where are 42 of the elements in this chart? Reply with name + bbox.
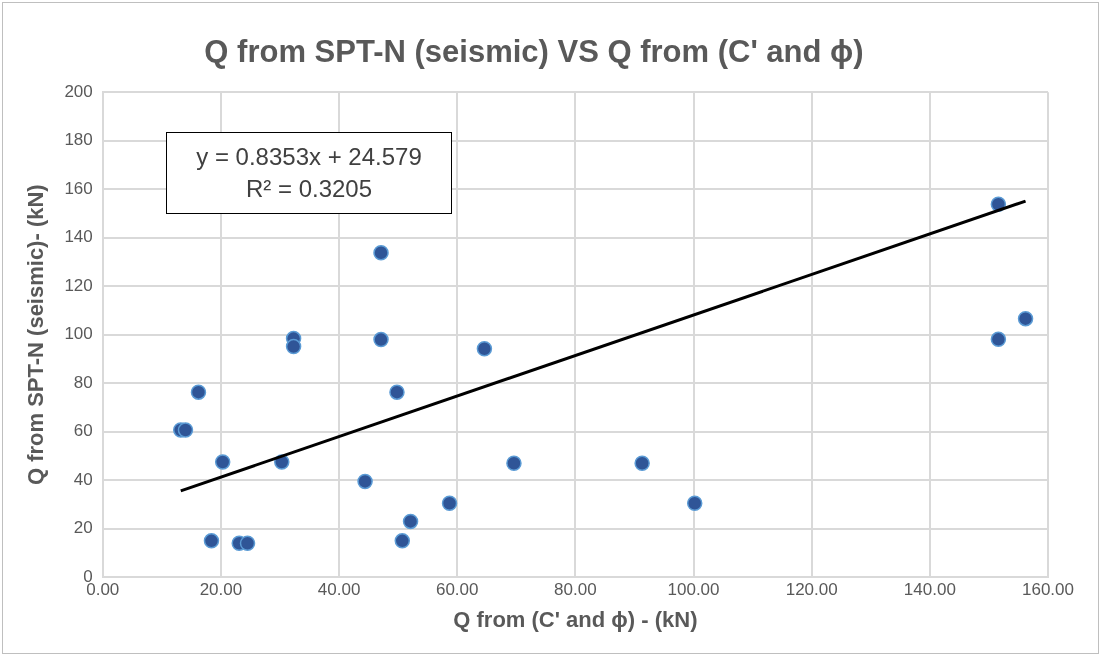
y-tick-label: 140 (64, 227, 93, 247)
point (634, 455, 650, 471)
point (203, 533, 220, 549)
point (476, 341, 493, 357)
point (373, 331, 389, 348)
y-tick-label: 180 (64, 130, 93, 150)
point (394, 533, 411, 549)
point (441, 495, 458, 511)
x-tick-label: 100.00 (667, 580, 720, 600)
x-tick-label: 40.00 (317, 580, 361, 600)
point (357, 473, 373, 490)
point (506, 455, 522, 471)
point (177, 422, 194, 438)
point (214, 454, 231, 470)
y-tick-label: 100 (64, 324, 93, 344)
point (1017, 310, 1034, 327)
y-tick-label: 40 (73, 469, 93, 489)
y-tick-label: 160 (64, 178, 93, 198)
y-tick-label: 20 (73, 518, 93, 538)
y-tick-label: 200 (64, 81, 93, 101)
y-tick-label: 80 (73, 372, 93, 392)
annotation: y = 0.8353x + 24.579 (195, 142, 423, 172)
x-tick-label: 140.00 (903, 580, 956, 600)
x-tick-label: 160.00 (1022, 580, 1074, 600)
x-tick-label: 20.00 (199, 580, 243, 600)
y-tick-label: 60 (73, 421, 93, 441)
x-tick-label: 120.00 (785, 580, 838, 600)
annotation: R² = 0.3205 (244, 174, 374, 204)
point (389, 384, 405, 400)
point (686, 495, 703, 511)
x-tick-label: 60.00 (435, 580, 479, 600)
y-tick-label: 120 (64, 275, 93, 295)
point (402, 513, 419, 530)
x-axis-title: Q from (C' and ϕ) - (kN) (453, 606, 698, 632)
chart-title: Q from SPT-N (seismic) VS Q from (C' and ϕ) (204, 34, 864, 70)
point (285, 338, 302, 355)
point (990, 331, 1007, 348)
y-axis-title: Q from SPT-N (seismic)- (kN) (23, 184, 49, 486)
x-tick-label: 80.00 (554, 580, 597, 600)
point (239, 535, 256, 551)
point (373, 244, 389, 261)
point (190, 384, 207, 400)
